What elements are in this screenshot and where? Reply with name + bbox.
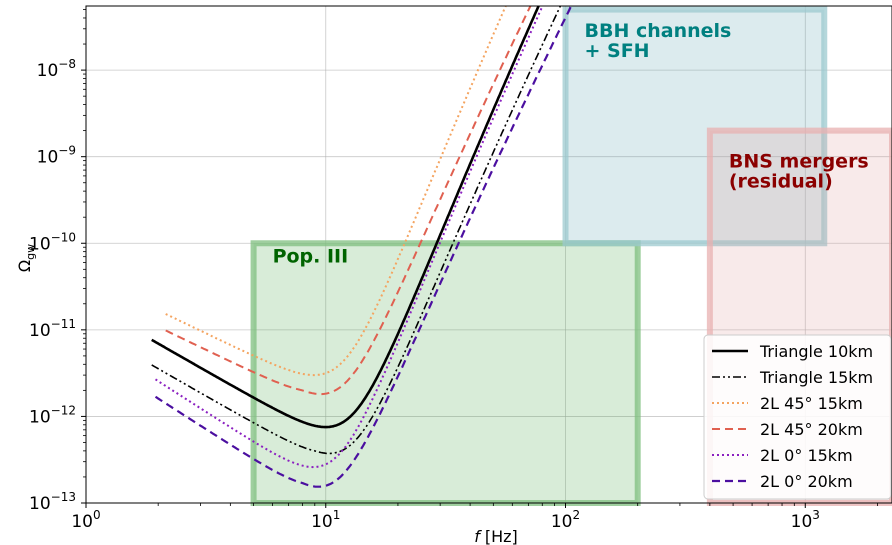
axis-ticks: 100 101 102 103 10−13 10−12 10−11 10−10 10−9 10−8 <box>29 9 878 532</box>
legend-label-4: 2L 0° 15km <box>760 446 853 465</box>
series-line-0 <box>151 6 540 429</box>
legend-label-5: 2L 0° 20km <box>760 472 853 491</box>
plot-frame <box>85 5 892 504</box>
y-tick-label-1: 10−12 <box>29 403 76 427</box>
legend-label-1: Triangle 15km <box>759 368 873 387</box>
y-tick-label-3: 10−10 <box>29 230 76 254</box>
region-1 <box>562 6 828 247</box>
x-tick-label-1: 101 <box>311 508 340 532</box>
region-label-2: BNS mergers (residual) <box>729 150 869 192</box>
x-tick-label-3: 103 <box>791 508 820 532</box>
y-tick-label-0: 10−13 <box>29 490 76 514</box>
region-label-0: Pop. III <box>273 245 349 267</box>
legend-label-3: 2L 45° 20km <box>760 420 863 439</box>
legend-box <box>703 334 892 500</box>
y-axis-label: Ωgw <box>15 244 37 272</box>
legend: Triangle 10km Triangle 15km 2L 45° 15km 2L … <box>703 334 892 500</box>
series-line-3 <box>165 6 532 396</box>
region-label-1: BBH channels + SFH <box>584 20 731 62</box>
series-line-5 <box>154 6 573 488</box>
y-tick-label-2: 10−11 <box>29 317 76 341</box>
x-tick-label-0: 100 <box>71 508 100 532</box>
y-tick-label-4: 10−9 <box>37 144 76 168</box>
region-0 <box>250 240 641 506</box>
legend-label-0: Triangle 10km <box>759 342 873 361</box>
series-lines <box>151 6 573 488</box>
region-labels: Pop. III BBH channels + SFH BNS mergers (res… <box>273 20 869 267</box>
x-tick-label-2: 102 <box>551 508 580 532</box>
y-tick-label-5: 10−8 <box>37 57 76 81</box>
legend-label-2: 2L 45° 15km <box>760 394 863 413</box>
x-axis-label: f [Hz] <box>474 527 518 545</box>
